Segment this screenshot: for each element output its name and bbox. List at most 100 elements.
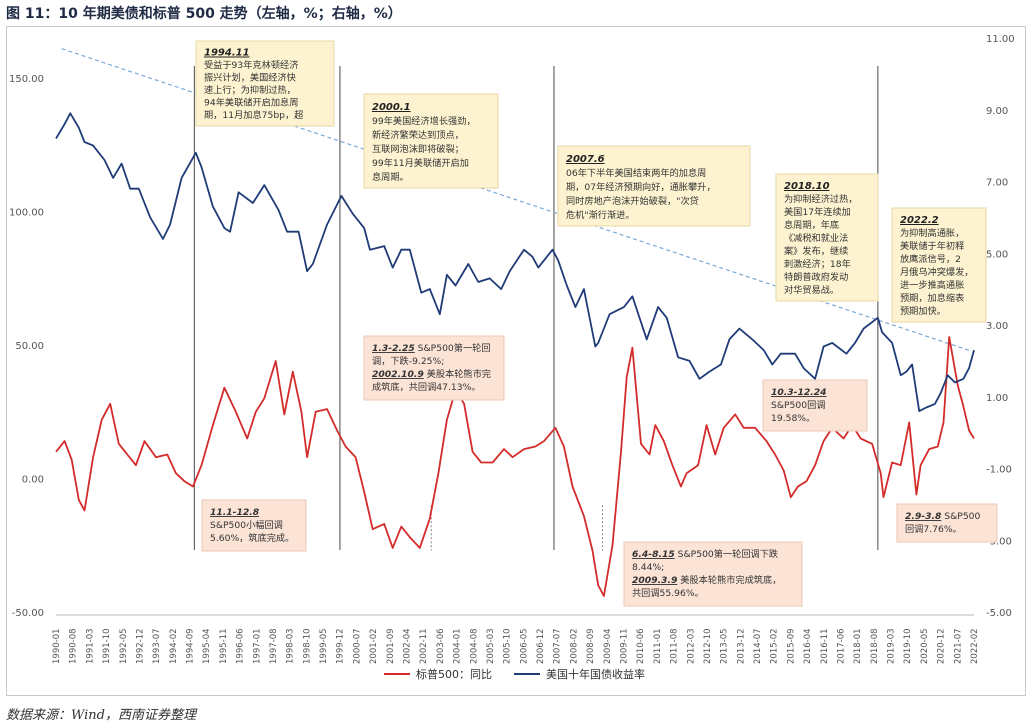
x-tick-label: 2014-07 — [753, 628, 763, 664]
annotation-body: 调，下跌-9.25%; — [372, 356, 444, 367]
left-tick-label: 0.00 — [22, 475, 44, 486]
x-tick-label: 1990-08 — [69, 628, 79, 664]
annotation-body: S&P500第一轮回调下跌 — [675, 548, 778, 560]
x-tick-label: 2015-02 — [770, 628, 780, 664]
annotation-text: 预期加快。 — [900, 305, 946, 317]
x-tick-label: 1997-01 — [252, 628, 262, 664]
x-tick-label: 2013-12 — [736, 628, 746, 664]
annotation-box — [363, 93, 499, 189]
x-tick-label: 2000-07 — [352, 628, 362, 664]
left-tick-label: 150.00 — [9, 74, 44, 85]
x-axis: 1990-01 1990-08 1991-03 1991-10 1992-05 1992-… — [52, 614, 980, 664]
x-tick-label: 2019-03 — [887, 628, 897, 664]
right-tick-label: -3.00 — [986, 536, 1012, 547]
annotation-body: 19.58%。 — [771, 413, 815, 424]
source-note: 数据来源：Wind，西南证券整理 — [6, 708, 196, 723]
legend-label: 美国十年国债收益率 — [546, 667, 645, 681]
annotation-body: 5.60%，筑底完成。 — [210, 532, 294, 544]
right-tick-label: 7.00 — [986, 178, 1008, 189]
chart-frame: 150.00 100.00 50.00 0.00 -50.00 11.00 9.00 7.0… — [6, 26, 1026, 696]
x-tick-label: 2007-07 — [553, 628, 563, 664]
annotation-body: S&P500 — [941, 511, 980, 522]
annotation-body: S&P500小幅回调 — [210, 519, 283, 531]
annotation-text: 危机"渐行渐进。 — [566, 209, 635, 221]
x-tick-label: 2020-12 — [937, 628, 947, 664]
annotation-body: 成筑底，共回调47.13%。 — [372, 381, 481, 393]
x-tick-label: 2010-06 — [636, 628, 646, 664]
x-tick-label: 1998-10 — [302, 628, 312, 664]
annotation-box — [195, 40, 335, 127]
x-tick-label: 1991-10 — [102, 628, 112, 664]
x-tick-label: 2008-02 — [569, 628, 579, 664]
annotation-text: 放鹰派信号，2 — [900, 253, 961, 265]
x-tick-label: 1999-05 — [319, 628, 329, 664]
annotation-date: 2000.1 — [372, 102, 411, 113]
annotation-text: 回调7.76%。 — [905, 524, 962, 535]
right-tick-label: -5.00 — [986, 608, 1012, 619]
x-tick-label: 1991-03 — [85, 628, 95, 664]
x-tick-label: 2008-09 — [586, 628, 596, 664]
annotation-box — [775, 173, 879, 302]
right-tick-label: -1.00 — [986, 465, 1012, 476]
annotation-text: 互联网泡沫即将破裂； — [372, 143, 464, 155]
annotation-box — [557, 145, 751, 227]
x-tick-label: 2022-02 — [970, 628, 980, 664]
x-tick-label: 2018-08 — [870, 628, 880, 664]
chart-border — [6, 26, 1026, 696]
annotation-text: 息周期。 — [372, 171, 409, 183]
annotation-text: 成筑底，共回调47.13%。 — [372, 381, 481, 393]
annotation-text: 2.9-3.8 S&P500 — [905, 511, 981, 522]
x-tick-label: 2015-09 — [786, 628, 796, 664]
annotation-text: 美国17年连续加 — [784, 206, 851, 218]
annotation-body: 共回调55.96%。 — [632, 588, 704, 599]
x-tick-label: 1994-09 — [186, 628, 196, 664]
annotation-box — [891, 207, 987, 323]
legend: 标普500：同比 美国十年国债收益率 — [384, 667, 645, 681]
annotation-date: 1994.11 — [204, 48, 250, 59]
x-tick-label: 2006-05 — [519, 628, 529, 664]
annotation-date: 6.4-8.15 — [632, 549, 675, 560]
annotation-text: 5.60%，筑底完成。 — [210, 532, 294, 544]
annotation-text: 06年下半年美国结束两年的加息周 — [566, 167, 706, 179]
chart-title: 图 11：10 年期美债和标普 500 走势（左轴，%；右轴，%） — [6, 6, 402, 22]
right-tick-label: 11.00 — [986, 34, 1015, 45]
annotation-text: 期，07年经济预期向好，通胀攀升， — [566, 181, 716, 193]
annotation-text: 同时房地产泡沫开始破裂，"次贷 — [566, 195, 699, 207]
annotation-text: 19.58%。 — [771, 413, 815, 424]
annotations: 1994.11受益于93年克林顿经济振兴计划，美国经济快速上行；为抑制过热，94… — [195, 40, 998, 607]
x-tick-label: 1996-06 — [236, 628, 246, 664]
annotation-text: 10.3-12.24 — [771, 387, 827, 398]
right-axis: 11.00 9.00 7.00 5.00 3.00 1.00 -1.00 -3.00 -5.00 — [986, 34, 1015, 619]
right-tick-label: 9.00 — [986, 106, 1008, 117]
annotation-text: 6.4-8.15 S&P500第一轮回调下跌 — [632, 548, 778, 560]
x-tick-label: 1997-08 — [269, 628, 279, 664]
annotation-body: 8.44%; — [632, 562, 664, 573]
annotation-text: 调，下跌-9.25%; — [372, 356, 444, 367]
x-tick-label: 2016-04 — [803, 628, 813, 664]
x-tick-label: 1995-11 — [219, 628, 229, 664]
annotation-text: 99年美国经济增长强劲， — [372, 115, 476, 127]
annotation-body: 回调7.76%。 — [905, 524, 962, 535]
annotation-box — [762, 379, 868, 432]
annotation-text: 进一步推高通胀 — [900, 279, 964, 291]
ust10y-yield-line — [55, 112, 975, 412]
trend-line-dashed — [61, 48, 970, 351]
x-tick-label: 2011-01 — [653, 628, 663, 664]
annotation-text: 94年美联储开启加息周 — [204, 97, 298, 109]
annotation-body: 美股本轮熊市完成筑底， — [677, 574, 781, 586]
annotation-text: 为抑制高通胀， — [900, 227, 964, 239]
annotation-text: 11.1-12.8 — [210, 507, 260, 518]
annotation-text: 速上行；为抑制过热， — [204, 84, 296, 96]
right-tick-label: 1.00 — [986, 393, 1008, 404]
x-tick-label: 2004-01 — [453, 628, 463, 664]
x-tick-label: 1990-01 — [52, 628, 62, 664]
legend-label: 标普500：同比 — [416, 667, 492, 681]
x-tick-label: 1992-12 — [135, 628, 145, 664]
annotation-date: 10.3-12.24 — [771, 387, 827, 398]
annotation-text: 振兴计划，美国经济快 — [204, 72, 296, 84]
event-lines — [193, 66, 879, 551]
x-tick-label: 2005-10 — [503, 628, 513, 664]
annotation-body: 美股本轮熊市完 — [424, 368, 491, 380]
annotation-date: 11.1-12.8 — [210, 507, 260, 518]
annotation-text: 对华贸易战。 — [784, 284, 839, 296]
